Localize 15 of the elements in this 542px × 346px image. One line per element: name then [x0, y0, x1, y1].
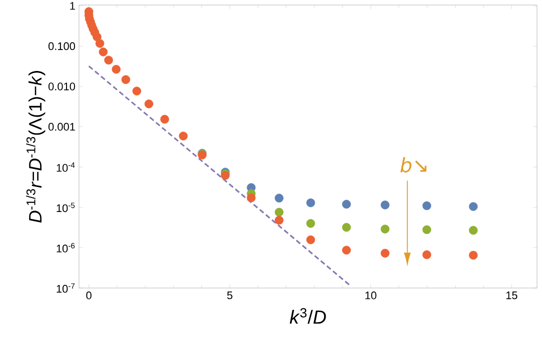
text: D$^{-1/3}$r=D$^{-1/3}$(Λ(1)−k)	[26, 71, 46, 223]
y-tick-label: 10$^{-5}$	[56, 202, 75, 212]
annotation: b↘	[400, 157, 426, 173]
y-tick-label: 10$^{-4}$	[56, 162, 75, 172]
y-tick-label: 1	[70, 2, 75, 10]
y-tick-label: 0.010	[48, 82, 76, 90]
x-axis-title: k$^{3}$/D	[290, 308, 326, 324]
y-tick-label: 10$^{-7}$	[56, 283, 75, 293]
y-tick-label: 0.001	[48, 122, 75, 131]
x-tick-label: 15	[506, 292, 518, 300]
x-tick-label: 5	[227, 292, 232, 300]
y-tick-label: 0.100	[48, 42, 76, 50]
y-tick-label: 10$^{-6}$	[56, 242, 75, 252]
x-tick-label: 10	[365, 292, 376, 300]
x-tick-label: 0	[86, 292, 92, 300]
